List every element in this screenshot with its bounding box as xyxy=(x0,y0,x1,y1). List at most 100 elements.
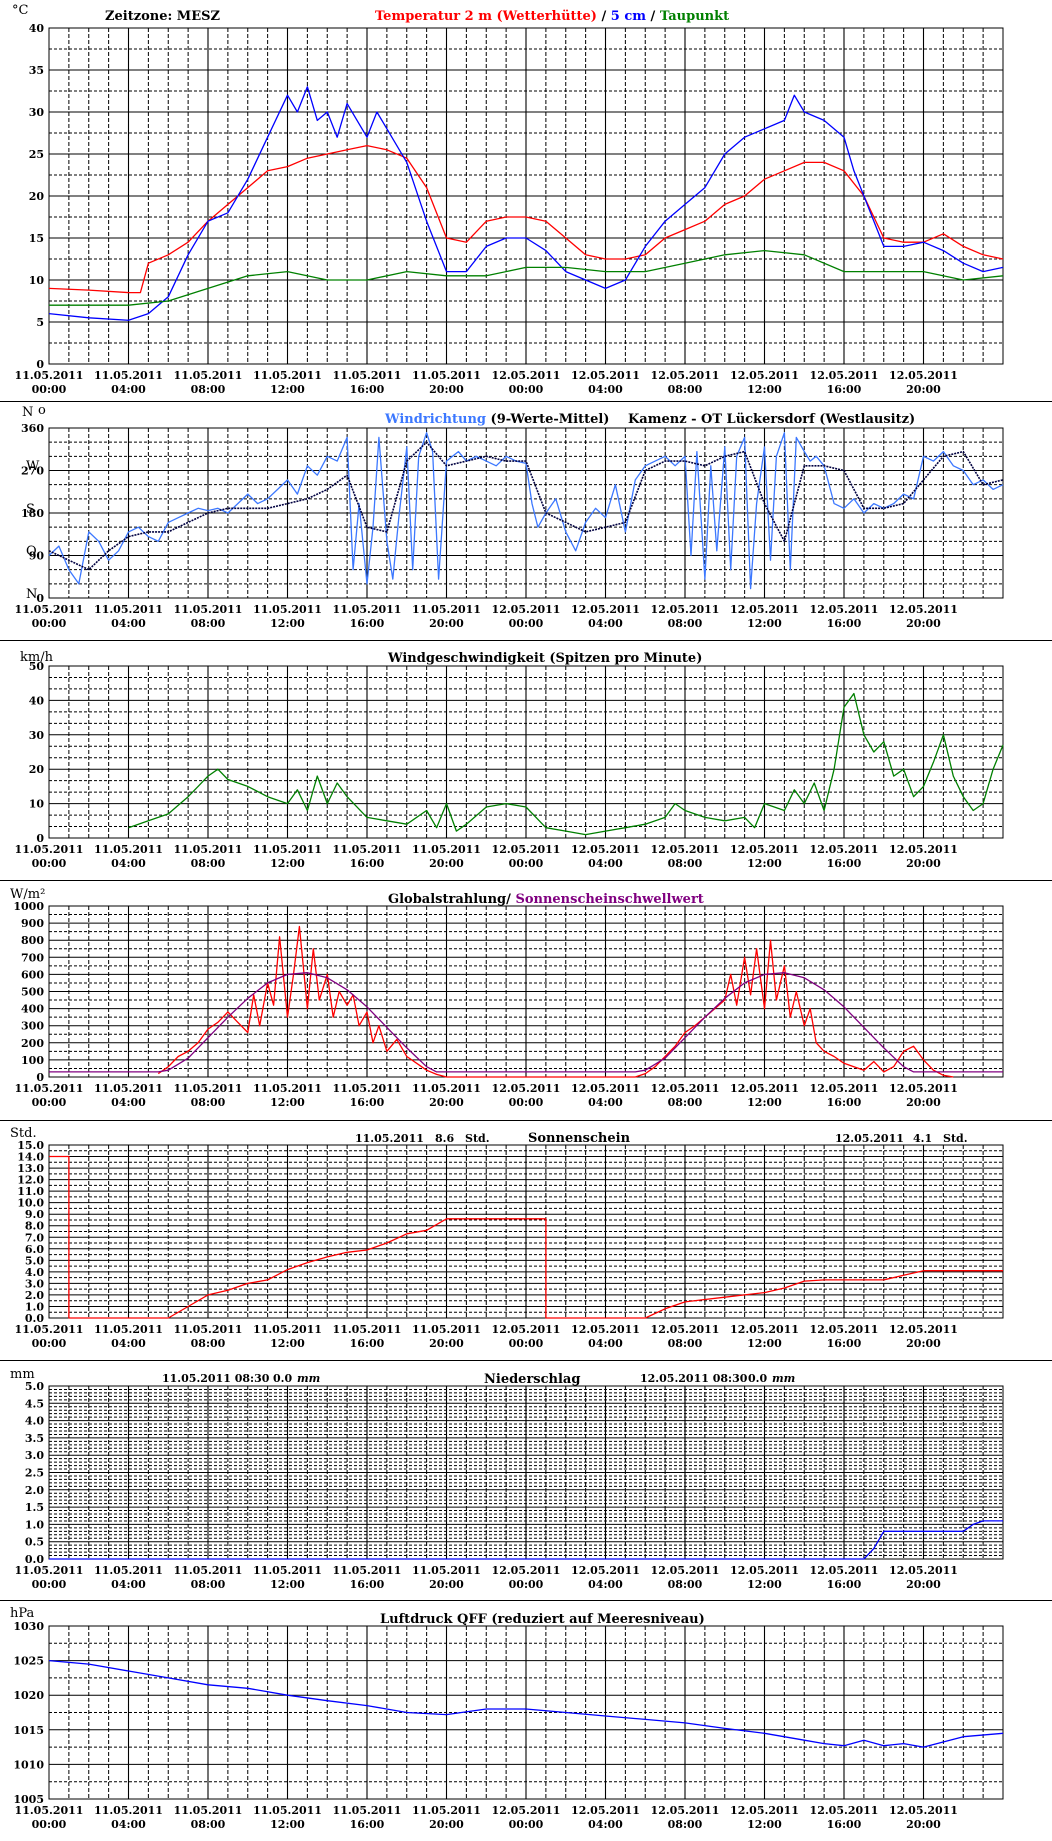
x-tick-date: 12.05.2011 xyxy=(492,1564,561,1577)
x-tick-date: 11.05.2011 xyxy=(174,1564,243,1577)
x-tick-date: 12.05.2011 xyxy=(571,369,640,382)
y-tick-label: 0 xyxy=(36,1071,44,1084)
y-tick-label: 1005 xyxy=(13,1793,44,1806)
x-tick-time: 00:00 xyxy=(32,383,67,396)
x-tick-date: 11.05.2011 xyxy=(253,1804,322,1817)
y-tick-label: 2.0 xyxy=(25,1484,44,1497)
sunshine-chart: Std. 11.05.2011 8.6 Std. Sonnenschein 12… xyxy=(10,1126,1004,1350)
y-tick-label: 8.0 xyxy=(25,1220,44,1233)
compass-label: N xyxy=(26,587,37,602)
pressure-unit: hPa xyxy=(10,1606,35,1621)
x-tick-time: 08:00 xyxy=(668,1578,703,1591)
series-line-taupunkt xyxy=(49,249,1004,306)
x-tick-time: 04:00 xyxy=(588,1337,623,1350)
x-tick-date: 11.05.2011 xyxy=(253,1323,322,1336)
x-tick-date: 11.05.2011 xyxy=(15,369,84,382)
y-tick-label: 700 xyxy=(21,951,44,964)
x-tick-date: 12.05.2011 xyxy=(651,1564,720,1577)
x-tick-time: 08:00 xyxy=(668,1818,703,1831)
x-tick-date: 11.05.2011 xyxy=(412,843,481,856)
x-tick-date: 11.05.2011 xyxy=(333,1804,402,1817)
x-tick-date: 11.05.2011 xyxy=(412,1804,481,1817)
x-tick-date: 12.05.2011 xyxy=(889,1804,958,1817)
y-tick-label: 15 xyxy=(29,232,44,245)
y-tick-label: 10.0 xyxy=(17,1197,44,1210)
sunshine-day2-value: 4.1 xyxy=(913,1132,932,1145)
x-tick-time: 08:00 xyxy=(668,1096,703,1109)
y-tick-label: 6.0 xyxy=(25,1243,44,1256)
x-tick-date: 12.05.2011 xyxy=(810,369,879,382)
y-tick-label: 400 xyxy=(21,1003,44,1016)
y-tick-label: 25 xyxy=(29,148,44,161)
x-tick-time: 12:00 xyxy=(270,1818,305,1831)
x-tick-date: 11.05.2011 xyxy=(333,603,402,616)
x-tick-time: 16:00 xyxy=(350,1096,385,1109)
x-tick-date: 12.05.2011 xyxy=(571,1082,640,1095)
x-tick-time: 08:00 xyxy=(191,1337,226,1350)
y-tick-label: 1.0 xyxy=(25,1518,44,1531)
y-tick-label: 20 xyxy=(29,190,45,203)
x-tick-date: 11.05.2011 xyxy=(94,1082,163,1095)
x-tick-date: 11.05.2011 xyxy=(333,843,402,856)
y-tick-label: 0.0 xyxy=(25,1312,44,1325)
x-tick-date: 12.05.2011 xyxy=(571,843,640,856)
y-tick-label: 9.0 xyxy=(25,1208,44,1221)
x-tick-date: 12.05.2011 xyxy=(492,1323,561,1336)
x-tick-date: 12.05.2011 xyxy=(492,369,561,382)
panel-separator xyxy=(0,1120,1052,1121)
legend-sunshine-threshold: Sonnenscheinschwellwert xyxy=(515,892,703,907)
x-tick-date: 12.05.2011 xyxy=(730,1082,799,1095)
series-line-luftdruck-qff xyxy=(48,1659,1004,1748)
x-tick-time: 00:00 xyxy=(32,1818,67,1831)
y-tick-label: 600 xyxy=(21,968,44,981)
x-tick-date: 12.05.2011 xyxy=(889,603,958,616)
x-tick-date: 12.05.2011 xyxy=(651,1323,720,1336)
panel-separator xyxy=(0,880,1052,881)
x-tick-time: 20:00 xyxy=(906,1578,941,1591)
pressure-title: Luftdruck QFF (reduziert auf Meeresnivea… xyxy=(380,1612,705,1627)
y-tick-label: 1015 xyxy=(13,1724,44,1737)
series-line-sonnenschein xyxy=(49,1155,1003,1319)
x-tick-time: 04:00 xyxy=(588,1818,623,1831)
x-tick-time: 20:00 xyxy=(906,383,941,396)
x-tick-time: 04:00 xyxy=(111,1578,146,1591)
y-tick-label: 1000 xyxy=(13,900,44,913)
x-tick-time: 04:00 xyxy=(111,857,146,870)
x-tick-time: 04:00 xyxy=(588,383,623,396)
x-tick-date: 11.05.2011 xyxy=(412,1564,481,1577)
x-tick-date: 11.05.2011 xyxy=(253,843,322,856)
x-tick-date: 11.05.2011 xyxy=(15,1323,84,1336)
precipitation-unit: mm xyxy=(10,1367,35,1382)
x-tick-time: 20:00 xyxy=(429,383,464,396)
legend-global-radiation: Globalstrahlung xyxy=(388,892,506,907)
svg-text:Windrichtung (9-Werte-Mittel): Windrichtung (9-Werte-Mittel) xyxy=(384,412,609,427)
x-tick-date: 11.05.2011 xyxy=(333,1564,402,1577)
y-tick-label: 0.5 xyxy=(25,1536,44,1549)
wind-speed-chart: km/h Windgeschwindigkeit (Spitzen pro Mi… xyxy=(15,650,1004,870)
y-tick-label: 200 xyxy=(21,1037,44,1050)
temperature-chart: °C Zeitzone: MESZ Temperatur 2 m (Wetter… xyxy=(12,3,1004,396)
x-tick-time: 08:00 xyxy=(668,383,703,396)
wind-direction-chart: N o Windrichtung (9-Werte-Mittel) Kamenz… xyxy=(15,403,1004,630)
x-tick-time: 20:00 xyxy=(429,1337,464,1350)
y-tick-label: 3.0 xyxy=(25,1277,44,1290)
x-tick-time: 08:00 xyxy=(668,617,703,630)
x-tick-date: 11.05.2011 xyxy=(94,603,163,616)
y-tick-label: 1.0 xyxy=(25,1300,44,1313)
x-tick-time: 20:00 xyxy=(906,1096,941,1109)
x-tick-time: 20:00 xyxy=(906,857,941,870)
wind-speed-unit: km/h xyxy=(20,650,54,665)
x-tick-date: 11.05.2011 xyxy=(412,1082,481,1095)
y-tick-label: 11.0 xyxy=(17,1185,44,1198)
legend-temp2m: Temperatur 2 m (Wetterhütte) xyxy=(375,9,597,24)
series-line-globalstrahlung xyxy=(157,925,954,1078)
pressure-chart: hPa Luftdruck QFF (reduziert auf Meeresn… xyxy=(10,1606,1004,1831)
x-tick-time: 12:00 xyxy=(747,1578,782,1591)
x-tick-time: 04:00 xyxy=(588,1578,623,1591)
x-tick-date: 11.05.2011 xyxy=(15,1564,84,1577)
x-tick-time: 16:00 xyxy=(827,617,862,630)
x-tick-time: 04:00 xyxy=(588,857,623,870)
series-line-temperatur-2-m-wetterh-tte- xyxy=(48,144,1004,294)
panel-separator xyxy=(0,1360,1052,1361)
